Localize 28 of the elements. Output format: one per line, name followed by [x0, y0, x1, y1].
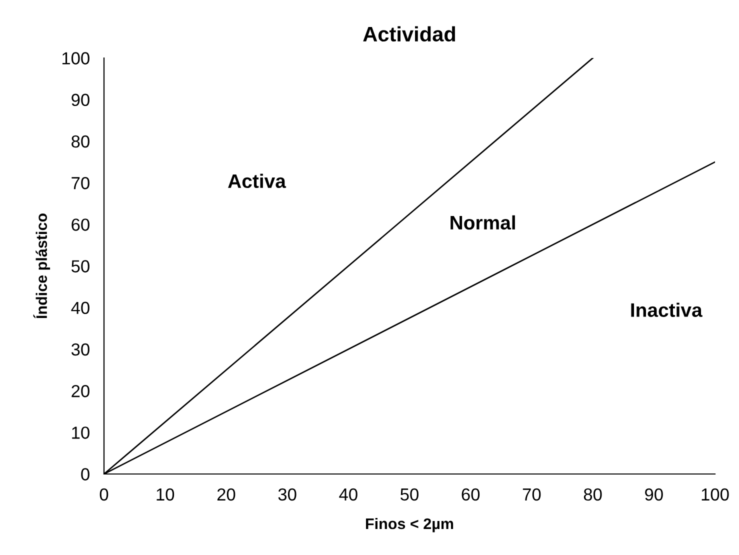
y-tick-label: 100 [62, 52, 90, 64]
x-axis-title: Finos < 2µm [366, 518, 454, 532]
y-tick-label: 10 [72, 426, 90, 439]
x-tick-label: 100 [702, 488, 729, 501]
y-tick-label: 30 [71, 343, 90, 356]
chart-title: Actividad [363, 26, 456, 42]
x-tick-label: 90 [645, 488, 663, 501]
y-tick-label: 20 [72, 384, 90, 398]
x-tick-label: 10 [156, 488, 174, 501]
x-tick-label: 50 [400, 488, 418, 501]
y-tick-label: 70 [72, 176, 90, 190]
x-tick-label: 30 [278, 488, 296, 501]
x-tick-label: 40 [339, 488, 358, 501]
y-tick-label: 40 [71, 302, 90, 314]
annotation: Normal [450, 215, 515, 230]
y-tick-label: 80 [72, 135, 90, 148]
y-axis-title: Índice plástico [33, 214, 50, 318]
annotation: Inactiva [631, 302, 702, 317]
x-tick-label: 60 [462, 488, 480, 501]
annotation: Activa [228, 174, 286, 188]
y-tick-label: 0 [81, 468, 90, 480]
x-tick-label: 80 [584, 488, 602, 501]
x-tick-label: 20 [217, 488, 236, 501]
x-tick-label: 0 [100, 488, 108, 501]
y-tick-label: 50 [71, 260, 90, 272]
x-tick-label: 70 [522, 488, 541, 501]
y-tick-label: 90 [72, 94, 90, 106]
y-tick-label: 60 [72, 218, 90, 231]
